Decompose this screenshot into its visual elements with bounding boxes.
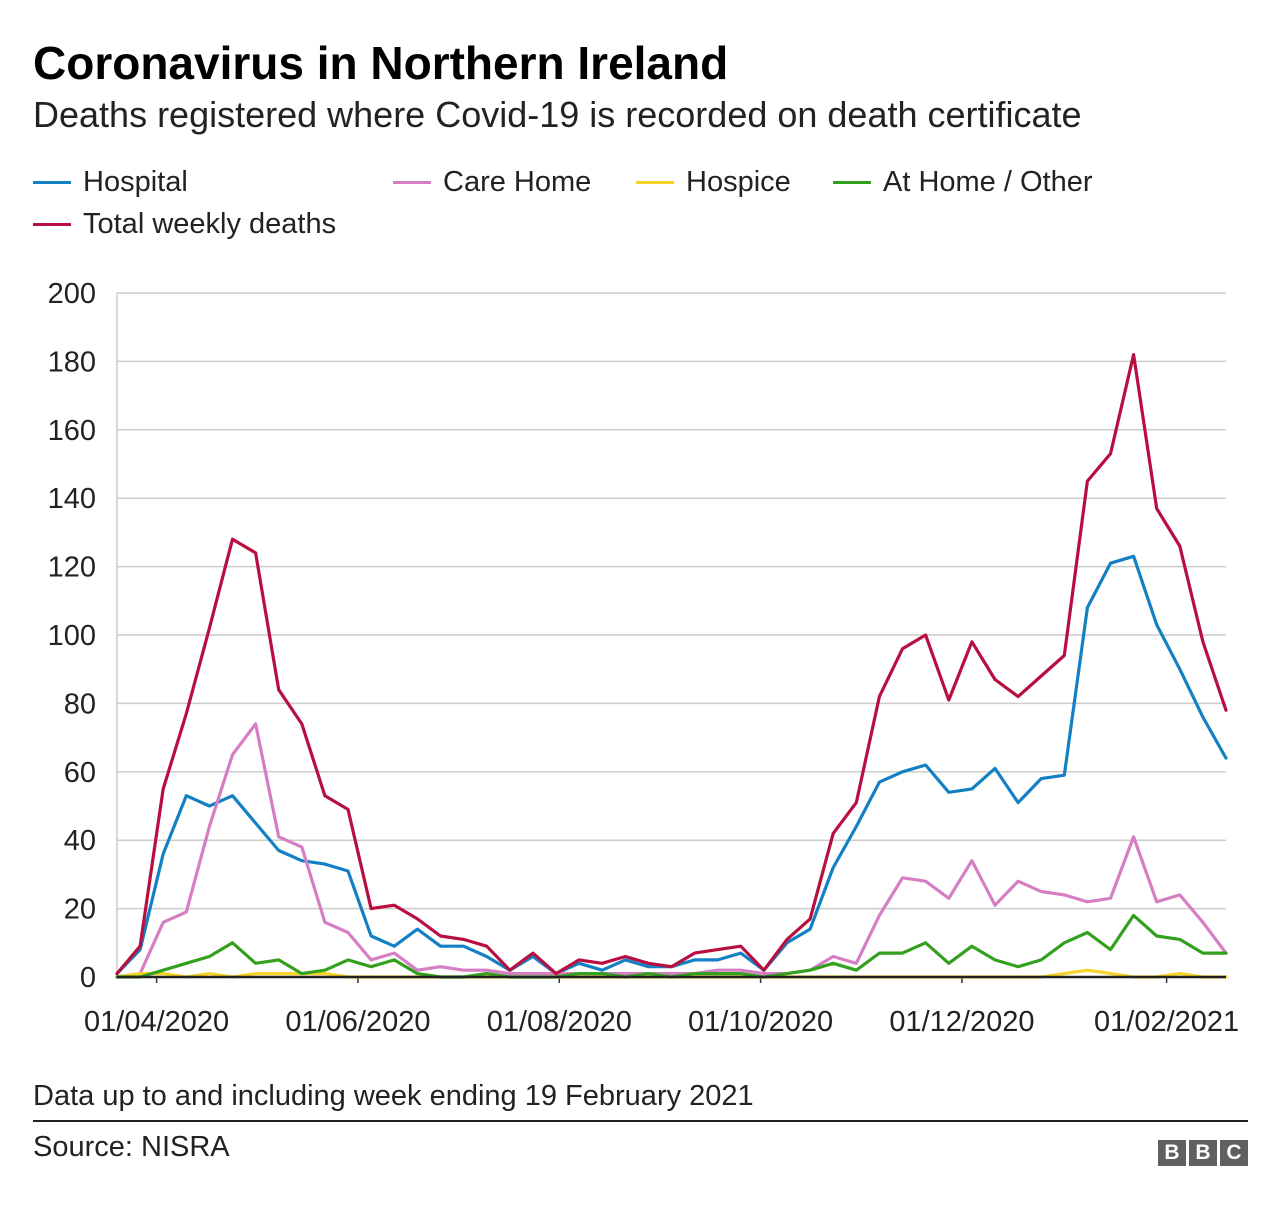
footnote: Data up to and including week ending 19 … [33,1080,754,1112]
legend-label-total-weekly-deaths: Total weekly deaths [83,208,337,240]
legend-label-hospice: Hospice [686,166,791,198]
bbc-logo-letter: C [1220,1140,1248,1166]
y-tick-label: 100 [48,620,96,652]
series-line-care-home [115,722,1228,979]
y-tick-label: 200 [48,278,96,310]
page-subtitle: Deaths registered where Covid-19 is reco… [33,94,1082,135]
legend-swatch-total-weekly-deaths [33,223,71,226]
bbc-logo-letter: B [1158,1140,1186,1166]
y-tick-label: 0 [80,962,96,994]
legend-item-hospice: Hospice [636,166,791,199]
y-tick-label: 180 [48,346,96,378]
legend-item-hospital: Hospital [33,166,188,199]
chart-legend: Hospital Care Home Hospice At Home / Oth… [33,166,1233,256]
x-tick-label: 01/08/2020 [487,1006,632,1038]
bbc-logo-letter: B [1189,1140,1217,1166]
legend-item-total-weekly-deaths: Total weekly deaths [33,208,336,241]
chart-area: 0 20 40 60 80 100 120 140 160 180 200 01/04/2020 01/… [0,270,1280,1070]
y-tick-label: 140 [48,483,96,515]
y-tick-label: 40 [64,825,96,857]
source-text: Source: NISRA [33,1131,230,1163]
y-tick-label: 20 [64,894,96,926]
line-chart: 0 20 40 60 80 100 120 140 160 180 200 01/04/2020 01/… [48,278,1240,1038]
x-tick-label: 01/04/2020 [84,1006,229,1038]
y-tick-label: 160 [48,415,96,447]
y-tick-label: 120 [48,552,96,584]
x-tick-label: 01/10/2020 [688,1006,833,1038]
footer-divider [33,1120,1248,1122]
legend-swatch-care-home [393,181,431,184]
legend-swatch-hospital [33,181,71,184]
x-tick-label: 01/02/2021 [1094,1006,1239,1038]
page-title: Coronavirus in Northern Ireland [33,37,729,89]
y-tick-label: 60 [64,757,96,789]
legend-item-care-home: Care Home [393,166,591,199]
legend-label-hospital: Hospital [83,166,188,198]
y-tick-label: 80 [64,688,96,720]
legend-swatch-at-home-other [833,181,871,184]
x-tick-label: 01/12/2020 [889,1006,1034,1038]
legend-item-at-home-other: At Home / Other [833,166,1093,199]
legend-label-at-home-other: At Home / Other [883,166,1093,198]
legend-label-care-home: Care Home [443,166,592,198]
series-line-total-weekly-deaths [115,352,1228,976]
x-tick-label: 01/06/2020 [285,1006,430,1038]
legend-swatch-hospice [636,181,674,184]
bbc-logo: B B C [1158,1140,1248,1166]
series-line-hospital [115,554,1228,976]
